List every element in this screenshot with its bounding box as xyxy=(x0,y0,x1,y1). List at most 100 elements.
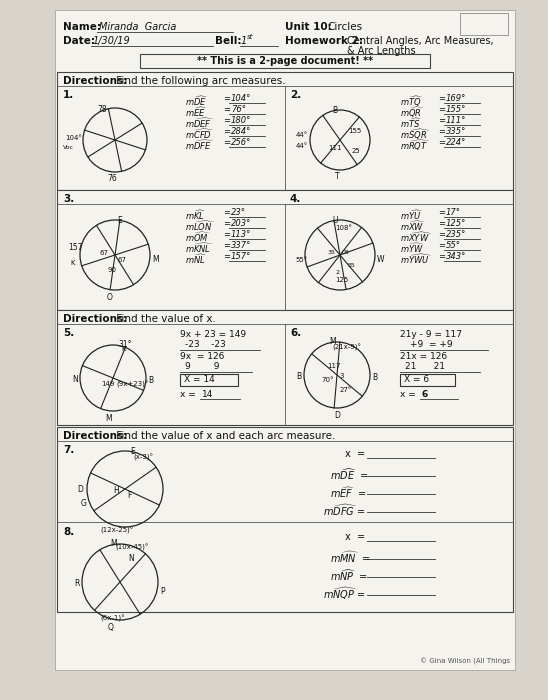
Text: B: B xyxy=(332,106,337,115)
Text: Find the following arc measures.: Find the following arc measures. xyxy=(113,76,286,86)
Text: (12x-25)°: (12x-25)° xyxy=(100,527,133,534)
Text: $m\widehat{NP}$  =: $m\widehat{NP}$ = xyxy=(330,568,368,583)
Text: $m\widehat{QR}$: $m\widehat{QR}$ xyxy=(400,105,425,120)
Text: Find the value of x and each arc measure.: Find the value of x and each arc measure… xyxy=(113,431,335,441)
Text: =: = xyxy=(223,219,230,228)
Text: $m\widehat{EE}$: $m\widehat{EE}$ xyxy=(185,105,207,118)
Text: (21x-9)°: (21x-9)° xyxy=(332,344,361,351)
Text: $m\widehat{DFE}$: $m\widehat{DFE}$ xyxy=(185,138,214,152)
Text: ** This is a 2-page document! **: ** This is a 2-page document! ** xyxy=(197,56,373,66)
Text: 76°: 76° xyxy=(231,105,246,114)
Text: =: = xyxy=(438,252,445,261)
Text: x  =: x = xyxy=(345,449,365,459)
Text: 67: 67 xyxy=(117,257,126,263)
Text: 1/30/19: 1/30/19 xyxy=(93,36,131,46)
Text: 21y - 9 = 117: 21y - 9 = 117 xyxy=(400,330,462,339)
Text: 31°: 31° xyxy=(118,340,132,349)
Text: Circles: Circles xyxy=(327,22,362,32)
Text: 256°: 256° xyxy=(231,138,252,147)
Text: & Arc Lengths: & Arc Lengths xyxy=(347,46,415,56)
Text: (9x+23)°: (9x+23)° xyxy=(116,381,149,388)
FancyBboxPatch shape xyxy=(400,374,455,386)
Text: 3: 3 xyxy=(339,373,344,379)
Text: 284°: 284° xyxy=(231,127,252,136)
Text: $m\widehat{YW}$: $m\widehat{YW}$ xyxy=(400,241,425,255)
Text: +9  = +9: +9 = +9 xyxy=(410,340,453,349)
Text: =: = xyxy=(223,241,230,250)
Text: 1: 1 xyxy=(241,36,247,46)
Text: $m\widehat{EF}$  =: $m\widehat{EF}$ = xyxy=(330,485,367,500)
Text: =: = xyxy=(438,94,445,103)
Text: 155: 155 xyxy=(348,128,361,134)
Text: 76: 76 xyxy=(107,174,117,183)
Text: 7.: 7. xyxy=(63,445,75,455)
Text: N: N xyxy=(128,554,134,563)
Text: =: = xyxy=(438,116,445,125)
Text: 14: 14 xyxy=(202,390,213,399)
Text: W: W xyxy=(377,255,385,264)
FancyBboxPatch shape xyxy=(57,190,513,310)
Text: X = 6: X = 6 xyxy=(404,375,429,384)
Text: (10x-45)°: (10x-45)° xyxy=(115,544,149,551)
Text: 2.: 2. xyxy=(290,90,301,100)
Text: D: D xyxy=(334,411,340,420)
Text: E: E xyxy=(130,447,135,456)
Text: B: B xyxy=(296,372,301,381)
Text: $m\widehat{YWU}$: $m\widehat{YWU}$ xyxy=(400,252,432,266)
FancyBboxPatch shape xyxy=(57,427,513,612)
Text: 2: 2 xyxy=(335,270,339,275)
Text: 104°: 104° xyxy=(231,94,252,103)
Text: 125: 125 xyxy=(335,277,348,283)
Text: 3.: 3. xyxy=(63,194,74,204)
Text: =: = xyxy=(223,252,230,261)
Text: 55: 55 xyxy=(348,263,356,268)
Text: 337°: 337° xyxy=(231,241,252,250)
Text: =: = xyxy=(223,230,230,239)
Text: x  =: x = xyxy=(345,532,365,542)
Text: M: M xyxy=(105,414,112,423)
Text: M: M xyxy=(152,255,158,264)
Text: Directions:: Directions: xyxy=(63,431,127,441)
FancyBboxPatch shape xyxy=(140,54,430,68)
Text: $m\widehat{DEF}$: $m\widehat{DEF}$ xyxy=(185,116,214,130)
Text: $m\widehat{DE}$: $m\widehat{DE}$ xyxy=(185,94,209,108)
Text: G: G xyxy=(81,499,87,508)
Text: X = 14: X = 14 xyxy=(184,375,215,384)
Text: 55°: 55° xyxy=(295,257,307,263)
Text: =: = xyxy=(223,208,230,217)
FancyBboxPatch shape xyxy=(460,13,508,35)
Text: st: st xyxy=(247,34,253,40)
Text: $m\widehat{XW}$: $m\widehat{XW}$ xyxy=(400,219,426,232)
Text: 157°: 157° xyxy=(231,252,252,261)
Text: (6x-1)°: (6x-1)° xyxy=(100,615,124,622)
Text: 55°: 55° xyxy=(446,241,461,250)
Text: 235°: 235° xyxy=(446,230,466,239)
Text: K: K xyxy=(70,260,75,266)
Text: M: M xyxy=(329,337,335,346)
Text: $m\widehat{KL}$: $m\widehat{KL}$ xyxy=(185,208,207,221)
Text: 1.: 1. xyxy=(63,90,74,100)
Text: O: O xyxy=(107,293,113,302)
Text: 35: 35 xyxy=(328,250,336,255)
Text: =: = xyxy=(438,138,445,147)
Text: 5.: 5. xyxy=(63,328,74,338)
FancyBboxPatch shape xyxy=(57,72,513,190)
Text: $m\widehat{NL}$: $m\widehat{NL}$ xyxy=(185,252,208,265)
Text: $m\widehat{DFG}$ =: $m\widehat{DFG}$ = xyxy=(323,503,366,519)
Text: $m\widehat{DE}$  =: $m\widehat{DE}$ = xyxy=(330,467,368,482)
Text: © Gina Wilson (All Things: © Gina Wilson (All Things xyxy=(420,658,510,665)
Text: 21x = 126: 21x = 126 xyxy=(400,352,447,361)
Text: 111°: 111° xyxy=(446,116,466,125)
Text: 113°: 113° xyxy=(231,230,252,239)
Text: Central Angles, Arc Measures,: Central Angles, Arc Measures, xyxy=(347,36,494,46)
Text: N: N xyxy=(72,375,78,384)
Text: Q: Q xyxy=(108,623,114,632)
Text: H: H xyxy=(113,486,119,495)
Text: T: T xyxy=(335,172,340,181)
Text: 23°: 23° xyxy=(231,208,246,217)
Text: 70°: 70° xyxy=(321,377,334,383)
Text: 6.: 6. xyxy=(290,328,301,338)
Text: 27°: 27° xyxy=(340,387,352,393)
Text: x =: x = xyxy=(180,390,198,399)
Text: D: D xyxy=(77,485,83,494)
